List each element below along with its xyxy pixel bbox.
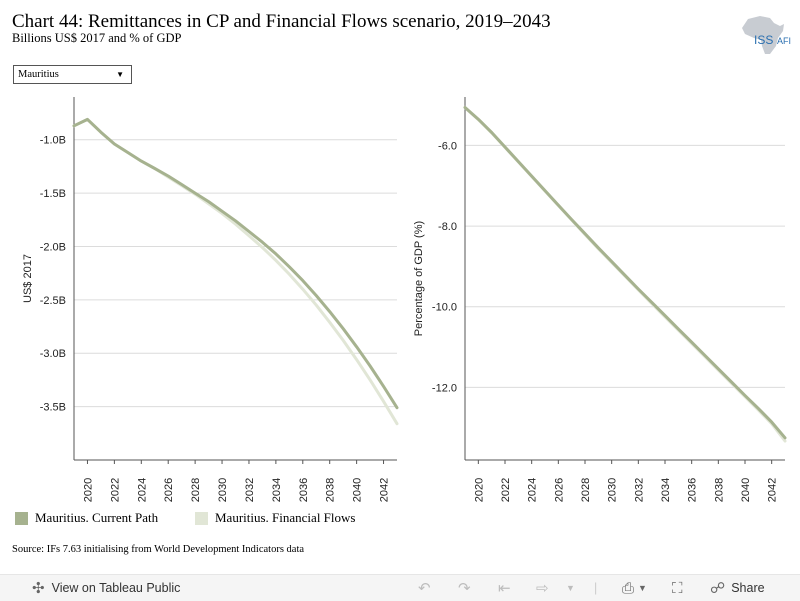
- x-tick-label: 2038: [325, 478, 337, 502]
- y-tick-label: -12.0: [432, 382, 457, 394]
- africa-map-icon: [742, 16, 784, 54]
- refresh-menu-button[interactable]: ▼: [566, 575, 575, 601]
- series-line-financial-flows[interactable]: [72, 117, 399, 426]
- download-icon: ⎙: [622, 579, 635, 597]
- redo-button[interactable]: ↷: [458, 575, 471, 601]
- chart-remittances-gdp: -6.0 -8.0 -10.0 -12.0 2020 2022 2024 2026 2028 20…: [413, 97, 787, 502]
- refresh-button[interactable]: ⇨: [536, 575, 549, 601]
- legend-item-current-path[interactable]: Mauritius. Current Path: [15, 510, 158, 526]
- share-button[interactable]: ☍ Share: [710, 575, 765, 601]
- x-tick-label: 2020: [473, 478, 485, 502]
- undo-button[interactable]: ↶: [418, 575, 431, 601]
- y-tick-label: -8.0: [438, 221, 457, 233]
- logo-text: ISS: [754, 33, 773, 47]
- x-tick-label: 2030: [607, 478, 619, 502]
- undo-icon: ↶: [418, 580, 431, 597]
- x-tick-label: 2034: [660, 478, 672, 502]
- x-tick-label: 2024: [136, 478, 148, 502]
- series-line-current-path[interactable]: [72, 117, 399, 410]
- chevron-down-icon: ▼: [116, 70, 124, 79]
- x-tick-label: 2026: [553, 478, 565, 502]
- tableau-toolbar: ✣ View on Tableau Public ↶ ↷ ⇤ ⇨ ▼ | ⎙ ▼…: [0, 574, 800, 601]
- tableau-logo-icon: ✣: [32, 580, 45, 597]
- redo-icon: ↷: [458, 580, 471, 597]
- x-tick-label: 2020: [82, 478, 94, 502]
- country-filter-value: Mauritius: [18, 69, 59, 80]
- legend-item-financial-flows[interactable]: Mauritius. Financial Flows: [195, 510, 355, 526]
- source-note: Source: IFs 7.63 initialising from World…: [12, 544, 305, 555]
- charts-canvas: -1.0B -1.5B -2.0B -2.5B -3.0B -3.5B 2020 2022 20…: [22, 97, 787, 502]
- revert-button[interactable]: ⇤: [498, 575, 511, 601]
- chart-subtitle: Billions US$ 2017 and % of GDP: [12, 31, 182, 45]
- legend-swatch-current-path: [15, 511, 28, 525]
- legend-label-financial-flows: Mauritius. Financial Flows: [215, 510, 356, 525]
- x-tick-label: 2040: [352, 478, 364, 502]
- revert-icon: ⇤: [498, 580, 511, 597]
- chart-remittances-usd: -1.0B -1.5B -2.0B -2.5B -3.0B -3.5B 2020 2022 20…: [22, 97, 399, 502]
- toolbar-divider: |: [594, 581, 598, 595]
- x-tick-label: 2028: [580, 478, 592, 502]
- x-tick-label: 2022: [500, 478, 512, 502]
- legend-swatch-financial-flows: [195, 511, 208, 525]
- fullscreen-button[interactable]: ⛶: [672, 575, 683, 601]
- x-tick-label: 2028: [190, 478, 202, 502]
- y-tick-label: -2.0B: [40, 241, 66, 253]
- caret-down-icon: ▼: [638, 583, 647, 593]
- x-tick-label: 2030: [217, 478, 229, 502]
- view-on-tableau-link[interactable]: ✣ View on Tableau Public: [32, 575, 180, 601]
- caret-down-icon: ▼: [566, 583, 575, 593]
- y-tick-label: -2.5B: [40, 295, 66, 307]
- y-tick-label: -3.0B: [40, 348, 66, 360]
- x-tick-label: 2038: [713, 478, 725, 502]
- y-tick-label: -10.0: [432, 302, 457, 314]
- x-tick-label: 2042: [767, 478, 779, 502]
- x-tick-label: 2036: [298, 478, 310, 502]
- x-tick-label: 2032: [633, 478, 645, 502]
- x-tick-label: 2026: [163, 478, 175, 502]
- series-line-current-path[interactable]: [463, 106, 787, 440]
- logo-text-suffix: AFI: [777, 36, 791, 46]
- y-axis-title: US$ 2017: [22, 254, 34, 303]
- y-tick-label: -1.0B: [40, 135, 66, 147]
- fullscreen-icon: ⛶: [672, 579, 683, 597]
- y-tick-label: -3.5B: [40, 402, 66, 414]
- share-icon: ☍: [710, 580, 726, 597]
- share-label: Share: [731, 581, 765, 595]
- x-tick-label: 2036: [687, 478, 699, 502]
- chart-title: Chart 44: Remittances in CP and Financia…: [12, 11, 551, 32]
- iss-africa-logo: ISS AFI: [738, 14, 800, 56]
- x-tick-label: 2034: [271, 478, 283, 502]
- x-tick-label: 2024: [527, 478, 539, 502]
- view-on-tableau-label: View on Tableau Public: [51, 581, 181, 595]
- refresh-icon: ⇨: [536, 580, 549, 597]
- x-tick-label: 2040: [740, 478, 752, 502]
- y-axis-title: Percentage of GDP (%): [413, 221, 425, 336]
- country-filter-dropdown[interactable]: Mauritius ▼: [13, 65, 132, 84]
- x-tick-label: 2042: [379, 478, 391, 502]
- y-tick-label: -1.5B: [40, 188, 66, 200]
- x-tick-label: 2022: [109, 478, 121, 502]
- download-button[interactable]: ⎙ ▼: [622, 575, 647, 601]
- x-tick-label: 2032: [244, 478, 256, 502]
- y-tick-label: -6.0: [438, 140, 457, 152]
- legend-label-current-path: Mauritius. Current Path: [35, 510, 159, 525]
